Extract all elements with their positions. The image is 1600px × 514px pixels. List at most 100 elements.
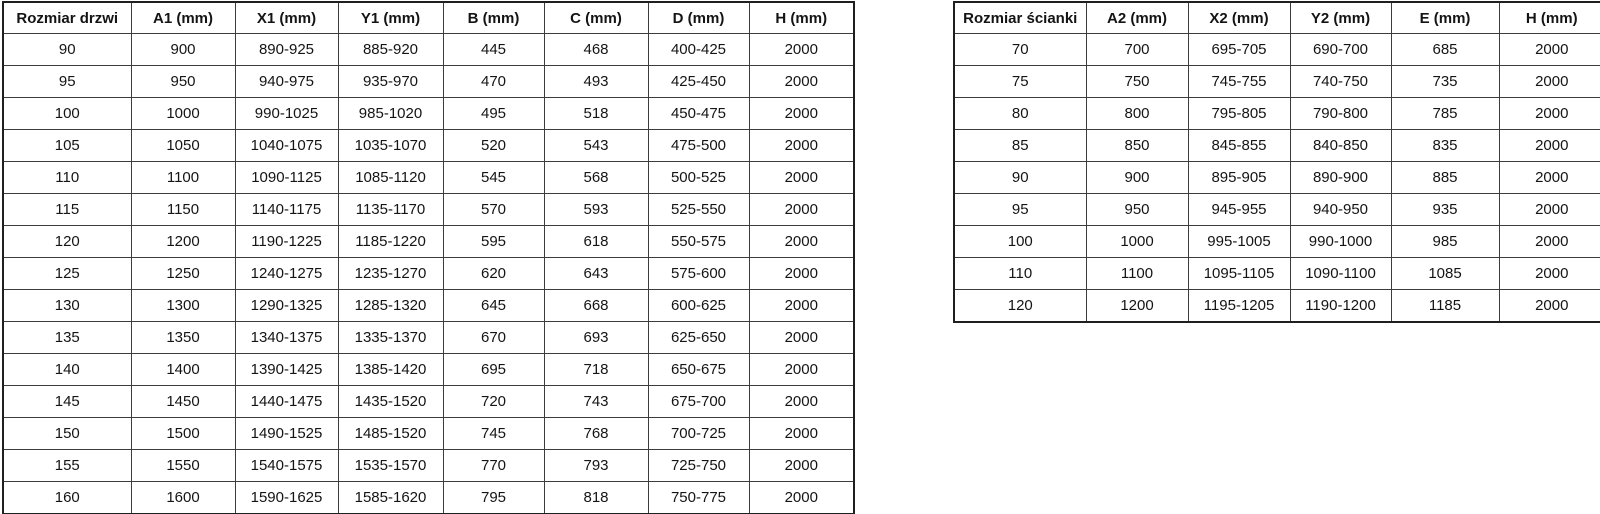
table-cell: 1085 xyxy=(1390,257,1500,290)
table-cell: 518 xyxy=(543,97,649,130)
table-cell: 160 xyxy=(2,481,132,514)
table-cell: 800 xyxy=(1085,97,1189,130)
table-row: 130 1300 1290-1325 1285-1320 645 668 600-625 20… xyxy=(2,289,855,322)
table-cell: 2000 xyxy=(1498,193,1600,226)
table-cell: 1335-1370 xyxy=(337,321,444,354)
table-cell: 900 xyxy=(130,33,236,66)
table-row: 145 1450 1440-1475 1435-1520 720 743 675-700 20… xyxy=(2,385,855,418)
table-cell: 80 xyxy=(953,97,1087,130)
table-cell: 1500 xyxy=(130,417,236,450)
table-cell: 700-725 xyxy=(647,417,750,450)
table-cell: 885-920 xyxy=(337,33,444,66)
table-row: 140 1400 1390-1425 1385-1420 695 718 650-675 20… xyxy=(2,353,855,386)
door-table-header-row: Rozmiar drzwi A1 (mm) X1 (mm) Y1 (mm) B (mm)… xyxy=(2,1,855,34)
table-cell: 990-1025 xyxy=(234,97,339,130)
wall-table-header-row: Rozmiar ścianki A2 (mm) X2 (mm) Y2 (mm) E (m… xyxy=(953,1,1600,34)
table-cell: 2000 xyxy=(1498,65,1600,98)
table-cell: 1390-1425 xyxy=(234,353,339,386)
table-cell: 1050 xyxy=(130,129,236,162)
table-cell: 1450 xyxy=(130,385,236,418)
table-cell: 575-600 xyxy=(647,257,750,290)
table-cell: 795 xyxy=(442,481,545,514)
table-cell: 935-970 xyxy=(337,65,444,98)
table-cell: 1290-1325 xyxy=(234,289,339,322)
table-cell: 1035-1070 xyxy=(337,129,444,162)
table-cell: 568 xyxy=(543,161,649,194)
column-header: X2 (mm) xyxy=(1187,1,1291,34)
table-cell: 2000 xyxy=(748,449,855,482)
table-cell: 695 xyxy=(442,353,545,386)
column-header: Y2 (mm) xyxy=(1289,1,1392,34)
table-cell: 900 xyxy=(1085,161,1189,194)
table-cell: 768 xyxy=(543,417,649,450)
table-row: 160 1600 1590-1625 1585-1620 795 818 750-775 20… xyxy=(2,481,855,514)
table-cell: 745-755 xyxy=(1187,65,1291,98)
table-cell: 718 xyxy=(543,353,649,386)
table-cell: 890-925 xyxy=(234,33,339,66)
table-cell: 743 xyxy=(543,385,649,418)
table-cell: 500-525 xyxy=(647,161,750,194)
table-cell: 550-575 xyxy=(647,225,750,258)
table-cell: 520 xyxy=(442,129,545,162)
table-cell: 85 xyxy=(953,129,1087,162)
table-cell: 1435-1520 xyxy=(337,385,444,418)
table-cell: 1095-1105 xyxy=(1187,257,1291,290)
column-header: X1 (mm) xyxy=(234,1,339,34)
table-cell: 2000 xyxy=(748,289,855,322)
table-cell: 1140-1175 xyxy=(234,193,339,226)
table-cell: 425-450 xyxy=(647,65,750,98)
table-row: 115 1150 1140-1175 1135-1170 570 593 525-550 20… xyxy=(2,193,855,226)
table-cell: 140 xyxy=(2,353,132,386)
table-cell: 895-905 xyxy=(1187,161,1291,194)
table-cell: 100 xyxy=(2,97,132,130)
table-row: 155 1550 1540-1575 1535-1570 770 793 725-750 20… xyxy=(2,449,855,482)
table-cell: 2000 xyxy=(1498,97,1600,130)
table-row: 135 1350 1340-1375 1335-1370 670 693 625-650 20… xyxy=(2,321,855,354)
table-cell: 150 xyxy=(2,417,132,450)
table-cell: 1540-1575 xyxy=(234,449,339,482)
table-cell: 110 xyxy=(953,257,1087,290)
table-cell: 1100 xyxy=(130,161,236,194)
table-cell: 1600 xyxy=(130,481,236,514)
table-cell: 1550 xyxy=(130,449,236,482)
table-cell: 1250 xyxy=(130,257,236,290)
table-cell: 700 xyxy=(1085,33,1189,66)
table-cell: 770 xyxy=(442,449,545,482)
table-cell: 2000 xyxy=(1498,161,1600,194)
column-header: H (mm) xyxy=(748,1,855,34)
table-cell: 845-855 xyxy=(1187,129,1291,162)
table-cell: 950 xyxy=(130,65,236,98)
table-cell: 2000 xyxy=(748,225,855,258)
table-cell: 625-650 xyxy=(647,321,750,354)
table-cell: 2000 xyxy=(748,481,855,514)
table-cell: 445 xyxy=(442,33,545,66)
table-cell: 1490-1525 xyxy=(234,417,339,450)
table-row: 70 700 695-705 690-700 685 2000 xyxy=(953,33,1600,66)
table-cell: 468 xyxy=(543,33,649,66)
table-cell: 543 xyxy=(543,129,649,162)
table-cell: 1185-1220 xyxy=(337,225,444,258)
table-cell: 120 xyxy=(2,225,132,258)
column-header: B (mm) xyxy=(442,1,545,34)
table-cell: 2000 xyxy=(748,129,855,162)
table-cell: 1100 xyxy=(1085,257,1189,290)
table-cell: 745 xyxy=(442,417,545,450)
table-cell: 670 xyxy=(442,321,545,354)
table-cell: 1400 xyxy=(130,353,236,386)
table-cell: 1340-1375 xyxy=(234,321,339,354)
table-cell: 985 xyxy=(1390,225,1500,258)
table-row: 150 1500 1490-1525 1485-1520 745 768 700-725 20… xyxy=(2,417,855,450)
table-cell: 885 xyxy=(1390,161,1500,194)
table-cell: 2000 xyxy=(748,33,855,66)
table-cell: 105 xyxy=(2,129,132,162)
table-cell: 720 xyxy=(442,385,545,418)
table-cell: 1150 xyxy=(130,193,236,226)
table-cell: 750-775 xyxy=(647,481,750,514)
table-cell: 750 xyxy=(1085,65,1189,98)
table-cell: 2000 xyxy=(748,321,855,354)
column-header: C (mm) xyxy=(543,1,649,34)
table-cell: 693 xyxy=(543,321,649,354)
table-cell: 675-700 xyxy=(647,385,750,418)
table-cell: 740-750 xyxy=(1289,65,1392,98)
table-cell: 793 xyxy=(543,449,649,482)
